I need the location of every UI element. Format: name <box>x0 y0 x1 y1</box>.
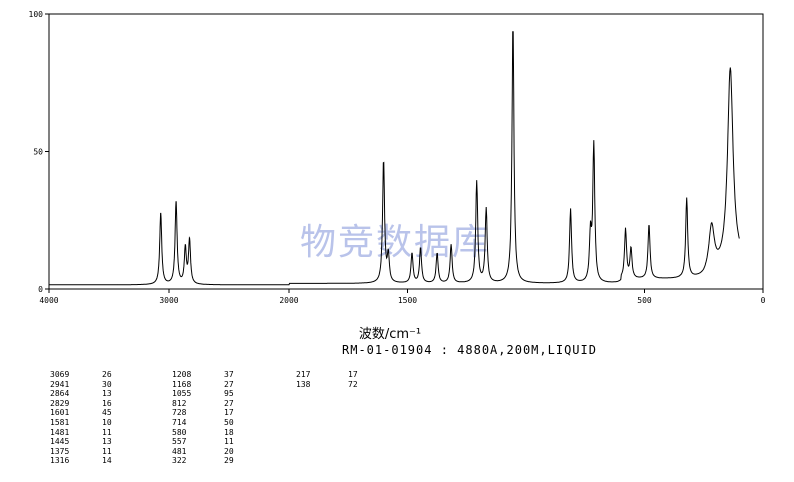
peak-wavenumber: 2941 <box>50 379 70 389</box>
peak-intensity: 30 <box>102 379 112 389</box>
x-axis-label: 波数/cm⁻¹ <box>358 327 422 342</box>
peak-row: 2941 30 <box>50 380 172 390</box>
x-tick-label: 1500 <box>398 296 417 305</box>
peak-wavenumber: 2829 <box>50 398 70 408</box>
peak-row: 2829 16 <box>50 399 172 409</box>
peak-table-column-1: 3069 26 2941 30 2864 13 2829 16 1601 45 1581 10 1481… <box>50 370 172 466</box>
peak-row: 1375 11 <box>50 447 172 457</box>
peak-intensity: 16 <box>102 398 112 408</box>
watermark-text: 物竞数据库 <box>300 222 490 263</box>
peak-wavenumber: 217 <box>296 370 311 379</box>
peak-wavenumber: 580 <box>172 427 187 437</box>
peak-intensity: 17 <box>224 408 234 418</box>
peak-row: 1601 45 <box>50 408 172 418</box>
peak-row: 1445 13 <box>50 437 172 447</box>
peak-wavenumber: 138 <box>296 379 311 389</box>
peak-row: 728 17 <box>172 408 294 418</box>
peak-wavenumber: 322 <box>172 456 187 466</box>
x-tick-label: 3000 <box>159 296 178 305</box>
x-tick-label: 500 <box>637 296 652 305</box>
y-tick-label: 100 <box>29 10 44 19</box>
peak-wavenumber: 812 <box>172 398 187 408</box>
peak-intensity: 20 <box>224 446 234 456</box>
peak-wavenumber: 714 <box>172 417 187 427</box>
peak-table-column-3: 217 17 138 72 <box>296 370 418 389</box>
peak-row: 1581 10 <box>50 418 172 428</box>
peak-wavenumber: 3069 <box>50 370 70 379</box>
peak-intensity: 11 <box>102 427 112 437</box>
peak-wavenumber: 1375 <box>50 446 70 456</box>
peak-intensity: 37 <box>224 370 234 379</box>
peak-intensity: 13 <box>102 437 112 447</box>
peak-intensity: 72 <box>348 379 358 389</box>
peak-intensity: 29 <box>224 456 234 466</box>
peak-intensity: 11 <box>224 437 234 447</box>
peak-wavenumber: 1445 <box>50 437 70 447</box>
peak-row: 217 17 <box>296 370 418 380</box>
peak-row: 322 29 <box>172 456 294 466</box>
peak-row: 138 72 <box>296 380 418 390</box>
peak-wavenumber: 728 <box>172 408 187 418</box>
peak-row: 1055 95 <box>172 389 294 399</box>
peak-wavenumber: 481 <box>172 446 187 456</box>
peak-intensity: 11 <box>102 446 112 456</box>
peak-wavenumber: 2864 <box>50 389 70 399</box>
y-tick-label: 0 <box>38 285 43 294</box>
peak-intensity: 50 <box>224 417 234 427</box>
peak-row: 3069 26 <box>50 370 172 380</box>
peak-wavenumber: 557 <box>172 437 187 447</box>
peak-row: 1208 37 <box>172 370 294 380</box>
x-axis-ticks: 4000 3000 2000 1500 500 0 <box>39 289 766 305</box>
peak-intensity: 27 <box>224 398 234 408</box>
peak-wavenumber: 1168 <box>172 379 192 389</box>
peak-wavenumber: 1316 <box>50 456 70 466</box>
peak-wavenumber: 1208 <box>172 370 192 379</box>
peak-intensity: 18 <box>224 427 234 437</box>
sample-label: RM-01-01904 : 4880A,200M,LIQUID <box>342 343 597 357</box>
x-tick-label: 0 <box>761 296 766 305</box>
peak-intensity: 10 <box>102 417 112 427</box>
peak-intensity: 13 <box>102 389 112 399</box>
peak-intensity: 17 <box>348 370 358 379</box>
peak-intensity: 45 <box>102 408 112 418</box>
x-tick-label: 2000 <box>279 296 298 305</box>
peak-table-column-2: 1208 37 1168 27 1055 95 812 27 728 17 714 50 580 18 55… <box>172 370 294 466</box>
peak-row: 1168 27 <box>172 380 294 390</box>
y-tick-label: 50 <box>33 148 43 157</box>
peak-row: 2864 13 <box>50 389 172 399</box>
peak-row: 1481 11 <box>50 428 172 438</box>
peak-intensity: 26 <box>102 370 112 379</box>
peak-wavenumber: 1055 <box>172 389 192 399</box>
peak-row: 1316 14 <box>50 456 172 466</box>
peak-row: 580 18 <box>172 428 294 438</box>
peak-wavenumber: 1581 <box>50 417 70 427</box>
spectrum-line <box>49 31 740 286</box>
y-axis-ticks: 0 50 100 <box>29 10 49 294</box>
peak-intensity: 14 <box>102 456 112 466</box>
peak-intensity: 95 <box>224 389 234 399</box>
peak-wavenumber: 1601 <box>50 408 70 418</box>
peak-wavenumber: 1481 <box>50 427 70 437</box>
peak-row: 557 11 <box>172 437 294 447</box>
peak-row: 812 27 <box>172 399 294 409</box>
peak-row: 714 50 <box>172 418 294 428</box>
raman-spectrum-chart: 物竞数据库 4000 3000 2000 1500 500 0 0 50 100 <box>29 10 766 305</box>
peak-row: 481 20 <box>172 447 294 457</box>
x-tick-label: 4000 <box>39 296 58 305</box>
peak-intensity: 27 <box>224 379 234 389</box>
